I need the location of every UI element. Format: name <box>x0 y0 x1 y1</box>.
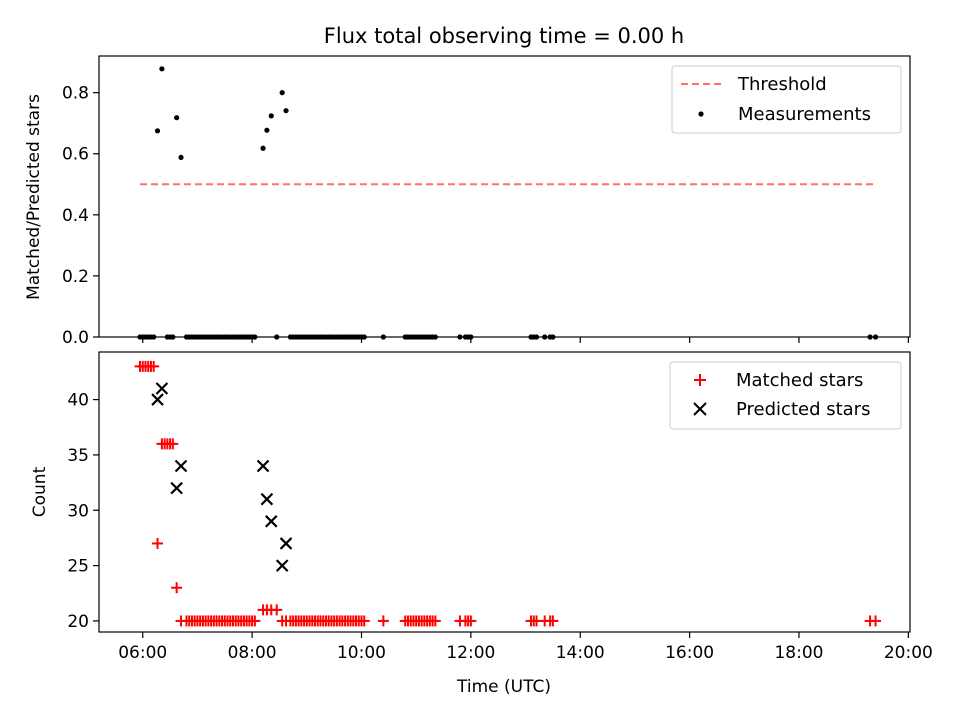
measurement-point <box>268 113 274 119</box>
bottom-x-tick-label: 14:00 <box>556 643 605 663</box>
bottom-x-tick-label: 18:00 <box>774 643 823 663</box>
bottom-legend: Matched stars Predicted stars <box>669 361 902 430</box>
predicted-star-point <box>279 537 293 550</box>
bottom-y-axis-label: Count <box>30 466 50 517</box>
predicted-star-point <box>151 393 164 406</box>
bottom-panel: Count Time (UTC) 20 25 30 35 40 06:00 08:00 10… <box>30 351 933 697</box>
top-y-ticks: 0.0 0.2 0.4 0.6 0.8 <box>62 84 99 348</box>
matched-star-point <box>547 615 559 627</box>
bottom-x-ticks: 06:00 08:00 10:00 12:00 14:00 16:00 18:00 20:00 <box>118 632 933 663</box>
top-legend: Threshold Measurements <box>671 65 902 134</box>
top-y-tick-label: 0.2 <box>62 267 89 287</box>
predicted-stars-points <box>151 382 293 572</box>
measurement-point <box>174 115 180 121</box>
bottom-x-tick-label: 06:00 <box>118 643 167 663</box>
measurement-point <box>279 90 285 96</box>
bottom-x-tick-label: 10:00 <box>337 643 386 663</box>
chart-title: Flux total observing time = 0.00 h <box>324 24 684 48</box>
top-legend-box <box>671 65 902 134</box>
matched-star-point <box>152 537 164 549</box>
predicted-star-point <box>170 481 183 495</box>
measurement-point <box>154 128 161 134</box>
bottom-x-tick-label: 12:00 <box>446 643 495 663</box>
matched-star-point <box>377 615 389 627</box>
bottom-y-tick-label: 40 <box>67 391 89 411</box>
bottom-y-tick-label: 25 <box>67 557 89 577</box>
matched-star-point <box>148 360 160 372</box>
bottom-y-ticks: 20 25 30 35 40 <box>67 391 99 632</box>
matched-star-point <box>271 604 283 616</box>
matched-star-point <box>358 615 370 627</box>
x-axis-label: Time (UTC) <box>456 677 551 697</box>
top-y-tick-label: 0.4 <box>62 206 89 226</box>
measurement-point <box>260 145 266 151</box>
bottom-x-tick-label: 16:00 <box>665 643 714 663</box>
matched-star-point <box>429 615 441 627</box>
matched-star-point <box>171 582 183 594</box>
predicted-star-point <box>275 559 289 572</box>
top-panel: Flux total observing time = 0.00 h Match… <box>24 24 911 348</box>
bottom-legend-box <box>669 361 902 430</box>
top-y-tick-label: 0.6 <box>62 145 89 165</box>
measurement-point <box>178 154 184 161</box>
measurement-point <box>264 127 270 133</box>
bottom-y-tick-label: 35 <box>67 446 89 466</box>
legend-measurements-swatch <box>698 111 704 117</box>
legend-predicted-swatch <box>693 402 707 416</box>
predicted-star-point <box>256 459 270 473</box>
predicted-star-point <box>155 382 169 395</box>
matched-stars-points <box>134 360 882 627</box>
measurement-point <box>159 66 165 72</box>
measurement-point <box>283 108 289 114</box>
bottom-x-tick-label: 08:00 <box>228 643 277 663</box>
top-y-tick-label: 0.0 <box>62 328 89 348</box>
predicted-star-point <box>174 459 188 473</box>
bottom-y-tick-label: 30 <box>67 501 89 521</box>
legend-threshold-label: Threshold <box>737 74 827 95</box>
predicted-star-point <box>260 492 274 506</box>
legend-measurements-label: Measurements <box>738 104 871 125</box>
bottom-axes-frame <box>98 351 911 633</box>
matched-star-point <box>465 615 477 627</box>
matched-star-point <box>870 615 882 627</box>
matched-star-point <box>249 615 261 627</box>
bottom-y-tick-label: 20 <box>67 612 89 632</box>
bottom-x-tick-label: 20:00 <box>884 643 933 663</box>
top-y-axis-label: Matched/Predicted stars <box>24 94 44 300</box>
matched-star-point <box>167 438 179 450</box>
legend-matched-label: Matched stars <box>736 370 863 391</box>
legend-matched-swatch <box>694 374 706 386</box>
top-y-tick-label: 0.8 <box>62 84 89 104</box>
predicted-star-point <box>264 515 278 528</box>
legend-predicted-label: Predicted stars <box>736 399 870 420</box>
top-axes-frame <box>98 55 911 338</box>
